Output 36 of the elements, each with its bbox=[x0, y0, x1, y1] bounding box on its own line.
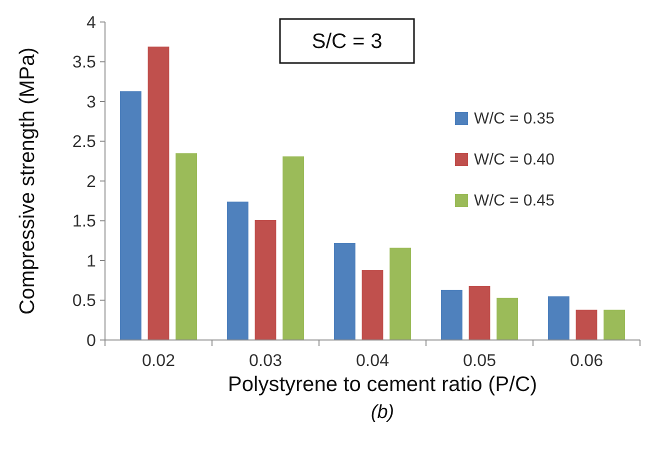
bar bbox=[362, 270, 384, 340]
y-axis-title: Compressive strength (MPa) bbox=[16, 47, 39, 315]
legend-label: W/C = 0.40 bbox=[474, 152, 555, 169]
bar bbox=[548, 296, 570, 340]
y-tick-label: 1.5 bbox=[72, 212, 96, 231]
bar bbox=[176, 153, 198, 340]
y-tick-label: 4 bbox=[86, 12, 96, 32]
x-tick-label: 0.02 bbox=[142, 351, 176, 370]
bar bbox=[120, 91, 142, 340]
bar bbox=[604, 310, 626, 340]
bar bbox=[282, 156, 304, 340]
bar bbox=[576, 310, 598, 340]
bar bbox=[226, 202, 248, 340]
y-tick-label: 3.5 bbox=[72, 52, 96, 72]
bar bbox=[390, 248, 412, 340]
x-tick-label: 0.03 bbox=[248, 351, 282, 370]
x-axis-title: Polystyrene to cement ratio (P/C) bbox=[228, 373, 538, 396]
bar bbox=[496, 298, 518, 340]
x-tick-label: 0.05 bbox=[462, 351, 496, 370]
bar bbox=[334, 243, 356, 340]
legend-label: W/C = 0.35 bbox=[474, 110, 555, 128]
y-tick-label: 0.5 bbox=[72, 291, 96, 310]
y-tick-label: 1 bbox=[86, 251, 96, 270]
bar bbox=[254, 220, 276, 340]
y-tick-label: 2.5 bbox=[72, 132, 96, 152]
bar bbox=[440, 290, 462, 340]
chart-title: S/C = 3 bbox=[312, 30, 382, 53]
x-tick-label: 0.04 bbox=[356, 351, 390, 370]
y-tick-label: 2 bbox=[86, 172, 96, 191]
y-tick-label: 3 bbox=[86, 92, 96, 112]
legend-label: W/C = 0.45 bbox=[474, 192, 555, 210]
text: (b) bbox=[370, 402, 394, 423]
y-tick-label: 0 bbox=[86, 330, 96, 350]
x-tick-label: 0.06 bbox=[570, 351, 604, 370]
bar bbox=[468, 286, 490, 340]
bar bbox=[148, 46, 170, 340]
